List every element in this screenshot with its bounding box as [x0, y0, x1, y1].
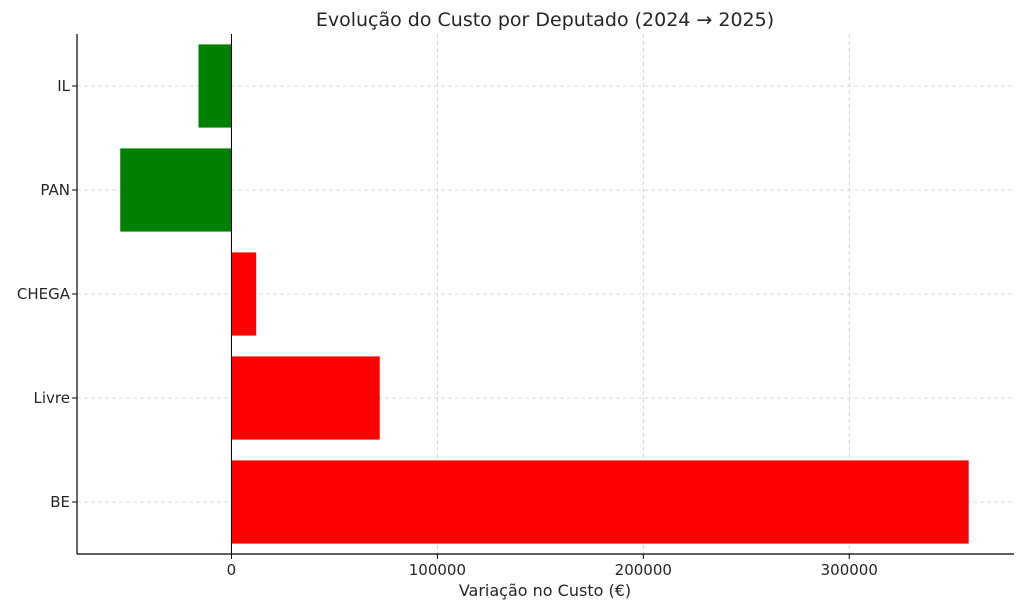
bar-be: [231, 460, 969, 544]
y-tick-label: PAN: [40, 181, 70, 199]
y-tick-label: IL: [57, 77, 70, 95]
x-tick-label: 100000: [409, 561, 466, 579]
y-tick-label: Livre: [34, 389, 70, 407]
y-tick-label: CHEGA: [17, 285, 71, 303]
bar-pan: [120, 148, 232, 232]
x-tick-label: 0: [227, 561, 237, 579]
bars: [120, 44, 969, 544]
y-tick-label: BE: [50, 493, 70, 511]
bar-chega: [231, 252, 257, 336]
tick-labels: 0 100000 200000 300000 BE Livre CHEGA PAN IL: [17, 77, 878, 579]
x-tick-label: 300000: [821, 561, 878, 579]
axes: [72, 34, 1014, 559]
x-tick-label: 200000: [615, 561, 672, 579]
bar-livre: [231, 356, 380, 440]
x-axis-label: Variação no Custo (€): [459, 581, 631, 600]
bar-il: [198, 44, 232, 128]
chart-title: Evolução do Custo por Deputado (2024 → 2…: [316, 9, 774, 31]
